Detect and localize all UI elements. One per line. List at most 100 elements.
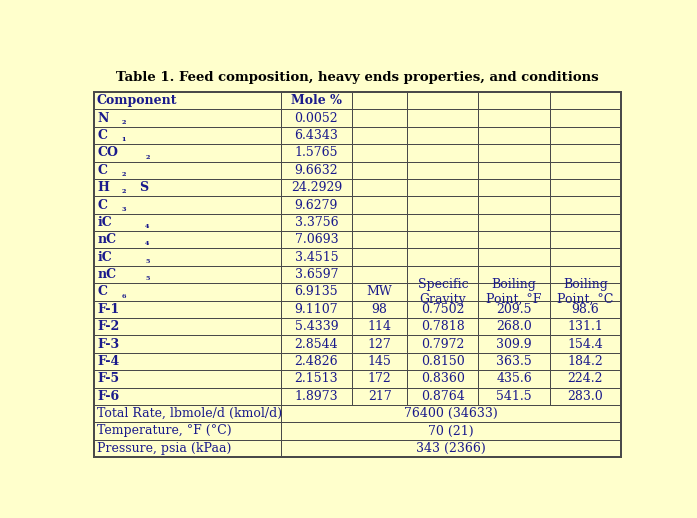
Text: 154.4: 154.4 [567,338,603,351]
Bar [281,266,352,283]
Text: nC: nC [98,268,116,281]
Text: 9.6632: 9.6632 [295,164,338,177]
Text: 343 (2366): 343 (2366) [416,442,486,455]
Bar [478,162,550,179]
Bar [407,231,478,249]
Bar [352,92,407,109]
Bar [93,127,281,144]
Text: CO: CO [98,147,118,160]
Text: 0.7972: 0.7972 [421,338,465,351]
Bar [93,405,281,422]
Bar [93,162,281,179]
Bar [407,300,478,318]
Bar [352,196,407,214]
Bar [407,179,478,196]
Text: 76400 (34633): 76400 (34633) [404,407,498,420]
Bar [281,179,352,196]
Text: 363.5: 363.5 [496,355,532,368]
Bar [352,109,407,127]
Bar [352,353,407,370]
Bar [93,249,281,266]
Text: S: S [139,181,148,194]
Bar [93,109,281,127]
Bar [407,283,478,300]
Bar [281,405,621,422]
Bar [478,214,550,231]
Bar [281,127,352,144]
Bar [407,387,478,405]
Bar [407,370,478,387]
Bar [550,300,621,318]
Bar [352,179,407,196]
Text: 217: 217 [368,390,392,402]
Text: 24.2929: 24.2929 [291,181,342,194]
Text: 6.4343: 6.4343 [294,129,338,142]
Bar [281,196,352,214]
Bar [550,92,621,109]
Bar [478,249,550,266]
Text: ₅: ₅ [145,256,150,265]
Bar [93,196,281,214]
Bar [352,127,407,144]
Bar [550,266,621,283]
Text: 283.0: 283.0 [567,390,603,402]
Text: 435.6: 435.6 [496,372,532,385]
Text: ₂: ₂ [121,186,125,195]
Text: C: C [98,164,107,177]
Text: iC: iC [98,216,112,229]
Bar [407,249,478,266]
Bar [550,196,621,214]
Bar [93,266,281,283]
Text: 309.9: 309.9 [496,338,532,351]
Text: 209.5: 209.5 [496,303,532,316]
Bar [281,318,352,335]
Bar [93,387,281,405]
Bar [93,335,281,353]
Bar [281,370,352,387]
Text: ₂: ₂ [145,152,150,161]
Text: 5.4339: 5.4339 [295,320,338,333]
Text: 98: 98 [372,303,388,316]
Bar [352,300,407,318]
Text: N: N [98,112,109,125]
Text: Pressure, psia (kPaa): Pressure, psia (kPaa) [97,442,231,455]
Text: 2.1513: 2.1513 [295,372,338,385]
Text: 9.6279: 9.6279 [295,198,338,211]
Bar [550,231,621,249]
Bar [478,144,550,162]
Text: 0.0052: 0.0052 [295,112,338,125]
Text: F-1: F-1 [98,303,120,316]
Bar [478,109,550,127]
Bar [93,214,281,231]
Text: C: C [98,285,107,298]
Bar [550,335,621,353]
Text: H: H [98,181,109,194]
Bar [407,318,478,335]
Text: 0.7818: 0.7818 [421,320,465,333]
Text: 0.8150: 0.8150 [421,355,465,368]
Bar [281,300,352,318]
Text: 224.2: 224.2 [567,372,603,385]
Bar [478,127,550,144]
Text: MW: MW [367,285,392,298]
Text: ₅: ₅ [145,273,150,282]
Bar [281,231,352,249]
Bar [550,387,621,405]
Bar [478,318,550,335]
Text: 0.8764: 0.8764 [421,390,465,402]
Text: Mole %: Mole % [291,94,342,107]
Bar [550,353,621,370]
Text: 145: 145 [368,355,392,368]
Text: 70 (21): 70 (21) [428,424,473,438]
Text: Specific
Gravity: Specific Gravity [418,278,468,306]
Text: Total Rate, lbmole/d (kmol/d): Total Rate, lbmole/d (kmol/d) [97,407,282,420]
Bar [352,335,407,353]
Text: 3.6597: 3.6597 [295,268,338,281]
Bar [407,353,478,370]
Bar [550,318,621,335]
Bar [478,335,550,353]
Text: 98.6: 98.6 [572,303,599,316]
Bar [550,179,621,196]
Bar [478,179,550,196]
Bar [407,162,478,179]
